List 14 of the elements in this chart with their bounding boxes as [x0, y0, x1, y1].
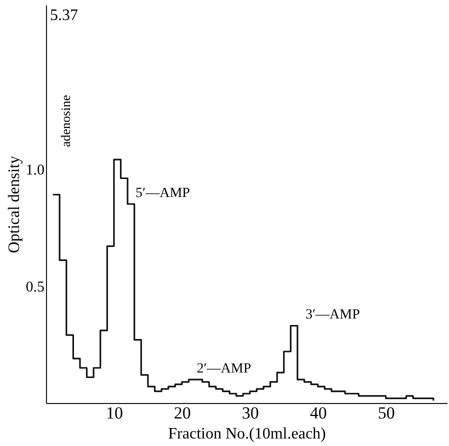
x-tick-label: 40 [310, 404, 327, 422]
x-tick-label: 50 [378, 404, 395, 422]
annotation: 3′—AMP [305, 308, 360, 323]
annotation: adenosine [58, 94, 73, 147]
annotation: 2′—AMP [196, 362, 252, 377]
x-tick-label: 10 [106, 404, 123, 422]
y-tick-label: 1.0 [26, 162, 44, 178]
y-axis-title: Optical density [6, 156, 23, 254]
y-tick-label: 0.5 [26, 279, 44, 296]
annotation: 5′—AMP [136, 186, 190, 201]
x-tick-label: 30 [242, 404, 259, 422]
x-axis-title: Fraction No.(10ml.each) [168, 426, 326, 442]
x-tick-label: 20 [174, 404, 191, 422]
annotation: 5.37 [50, 7, 78, 24]
